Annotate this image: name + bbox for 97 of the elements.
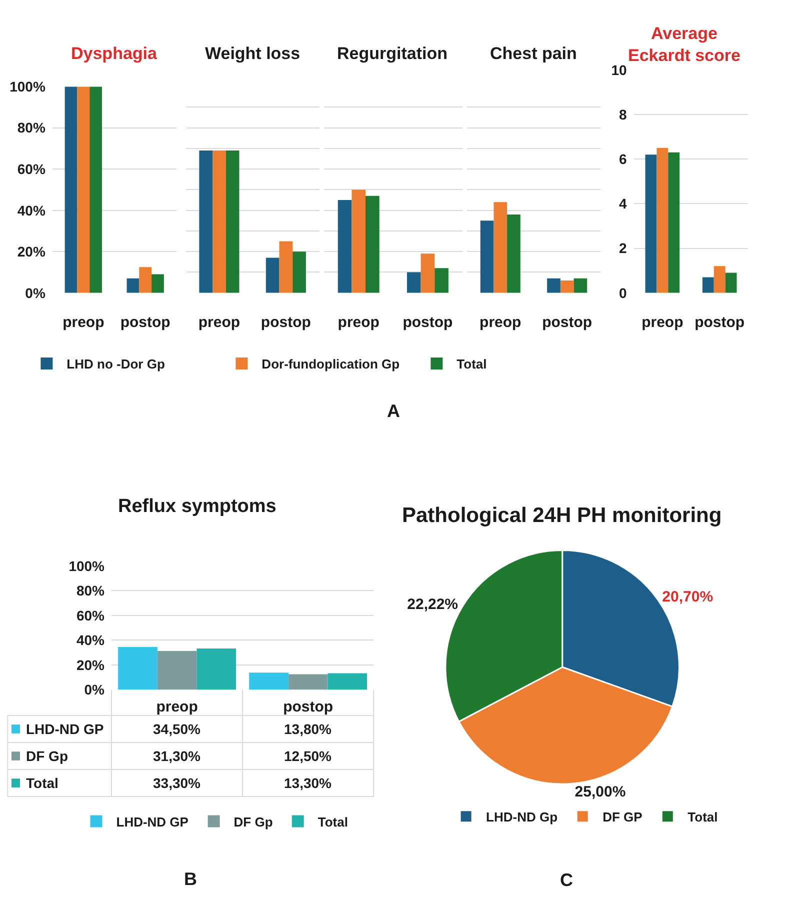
legend-label: Total bbox=[456, 356, 487, 372]
x-tick-label: postop bbox=[694, 314, 745, 331]
legend-label: Total bbox=[318, 814, 348, 830]
bar bbox=[507, 214, 520, 293]
bar bbox=[64, 86, 78, 293]
legend-label: Total bbox=[688, 809, 718, 824]
data-label: 20,70% bbox=[662, 588, 714, 606]
y-tick-label: 60% bbox=[76, 607, 106, 624]
text: C bbox=[560, 870, 573, 890]
bar bbox=[480, 220, 494, 293]
bar bbox=[139, 267, 152, 293]
data-label: 13,80% bbox=[284, 721, 332, 737]
bar bbox=[292, 252, 306, 293]
bar bbox=[288, 674, 328, 690]
chart-title: Dysphagia bbox=[71, 44, 158, 63]
bar bbox=[77, 86, 90, 293]
y-tick-label: 40% bbox=[76, 632, 106, 648]
legend-label: Dor-fundoplication Gp bbox=[262, 356, 400, 372]
data-label: 25,00% bbox=[574, 784, 626, 801]
bar bbox=[725, 272, 737, 293]
table-row-label: Total bbox=[26, 775, 58, 791]
chart-title: Chest pain bbox=[490, 44, 577, 63]
bar bbox=[157, 650, 197, 690]
x-tick-label: preop bbox=[62, 314, 104, 331]
y-tick-label: 100% bbox=[68, 558, 106, 574]
x-tick-label: preop bbox=[338, 314, 380, 331]
legend-label: LHD no -Dor Gp bbox=[66, 356, 165, 372]
legend-label: LHD-ND Gp bbox=[486, 809, 558, 824]
bar bbox=[420, 254, 435, 293]
y-tick-label: 4 bbox=[619, 196, 628, 212]
y-tick-label: 6 bbox=[619, 150, 628, 167]
y-tick-label: 0% bbox=[84, 682, 106, 698]
x-tick-label: postop bbox=[542, 314, 592, 331]
bar bbox=[560, 280, 574, 293]
data-label: 34,50% bbox=[153, 721, 202, 737]
bar bbox=[199, 150, 213, 293]
bar bbox=[338, 200, 352, 293]
y-tick-label: 8 bbox=[619, 106, 628, 122]
legend-label: DF GP bbox=[602, 809, 643, 824]
table-row-label: LHD-ND GP bbox=[26, 721, 104, 737]
y-tick-label: 0% bbox=[25, 284, 46, 301]
bar bbox=[547, 278, 560, 293]
bar bbox=[656, 148, 668, 293]
bar bbox=[366, 196, 380, 293]
chart-title: Regurgitation bbox=[337, 44, 448, 63]
data-label: 33,30% bbox=[153, 775, 202, 791]
y-tick-label: 40% bbox=[17, 202, 46, 218]
y-tick-label: 10 bbox=[611, 62, 628, 78]
x-tick-label: postop bbox=[402, 314, 453, 331]
bar bbox=[118, 647, 158, 690]
y-tick-label: 80% bbox=[17, 120, 46, 136]
y-tick-label: 60% bbox=[17, 160, 46, 177]
data-label: 12,50% bbox=[284, 748, 332, 764]
data-label: 13,30% bbox=[284, 775, 332, 791]
y-tick-label: 20% bbox=[17, 244, 46, 260]
x-tick-label: postop bbox=[283, 698, 334, 716]
bar bbox=[494, 202, 508, 293]
bar bbox=[226, 150, 240, 293]
bar bbox=[645, 154, 657, 293]
data-label: 31,30% bbox=[153, 748, 202, 764]
bar bbox=[434, 268, 448, 293]
text: A bbox=[387, 401, 400, 421]
x-tick-label: postop bbox=[120, 314, 170, 331]
bar bbox=[196, 648, 236, 690]
chart-title: Weight loss bbox=[205, 44, 300, 63]
bar bbox=[714, 266, 726, 293]
bar bbox=[352, 190, 366, 293]
data-label: 22,22% bbox=[407, 596, 458, 613]
text: B bbox=[184, 869, 197, 889]
chart-title: Average Eckardt score bbox=[628, 24, 740, 66]
bar bbox=[328, 673, 368, 690]
table-row-label: DF Gp bbox=[26, 748, 68, 764]
y-tick-label: 100% bbox=[10, 78, 46, 94]
bar bbox=[212, 150, 226, 293]
bar bbox=[574, 278, 588, 293]
bar bbox=[152, 274, 164, 293]
text: LHD-ND GP bbox=[116, 814, 188, 830]
bar bbox=[126, 278, 140, 293]
text: DF Gp bbox=[234, 814, 273, 830]
y-tick-label: 80% bbox=[76, 582, 106, 599]
y-tick-label: 0 bbox=[619, 284, 628, 301]
bar bbox=[702, 277, 714, 293]
bar bbox=[668, 152, 680, 293]
bar bbox=[249, 672, 288, 690]
x-tick-label: preop bbox=[480, 314, 522, 331]
bar bbox=[266, 258, 280, 293]
x-tick-label: preop bbox=[156, 698, 198, 716]
x-tick-label: preop bbox=[642, 314, 684, 331]
chart-title: Reflux symptoms bbox=[118, 496, 276, 517]
bar bbox=[90, 86, 102, 293]
x-tick-label: preop bbox=[198, 314, 240, 331]
x-tick-label: postop bbox=[260, 314, 311, 331]
y-tick-label: 20% bbox=[76, 656, 106, 673]
y-tick-label: 2 bbox=[619, 240, 628, 256]
bar bbox=[279, 241, 293, 293]
bar bbox=[406, 272, 421, 293]
chart-title: Pathological 24H PH monitoring bbox=[402, 504, 722, 527]
